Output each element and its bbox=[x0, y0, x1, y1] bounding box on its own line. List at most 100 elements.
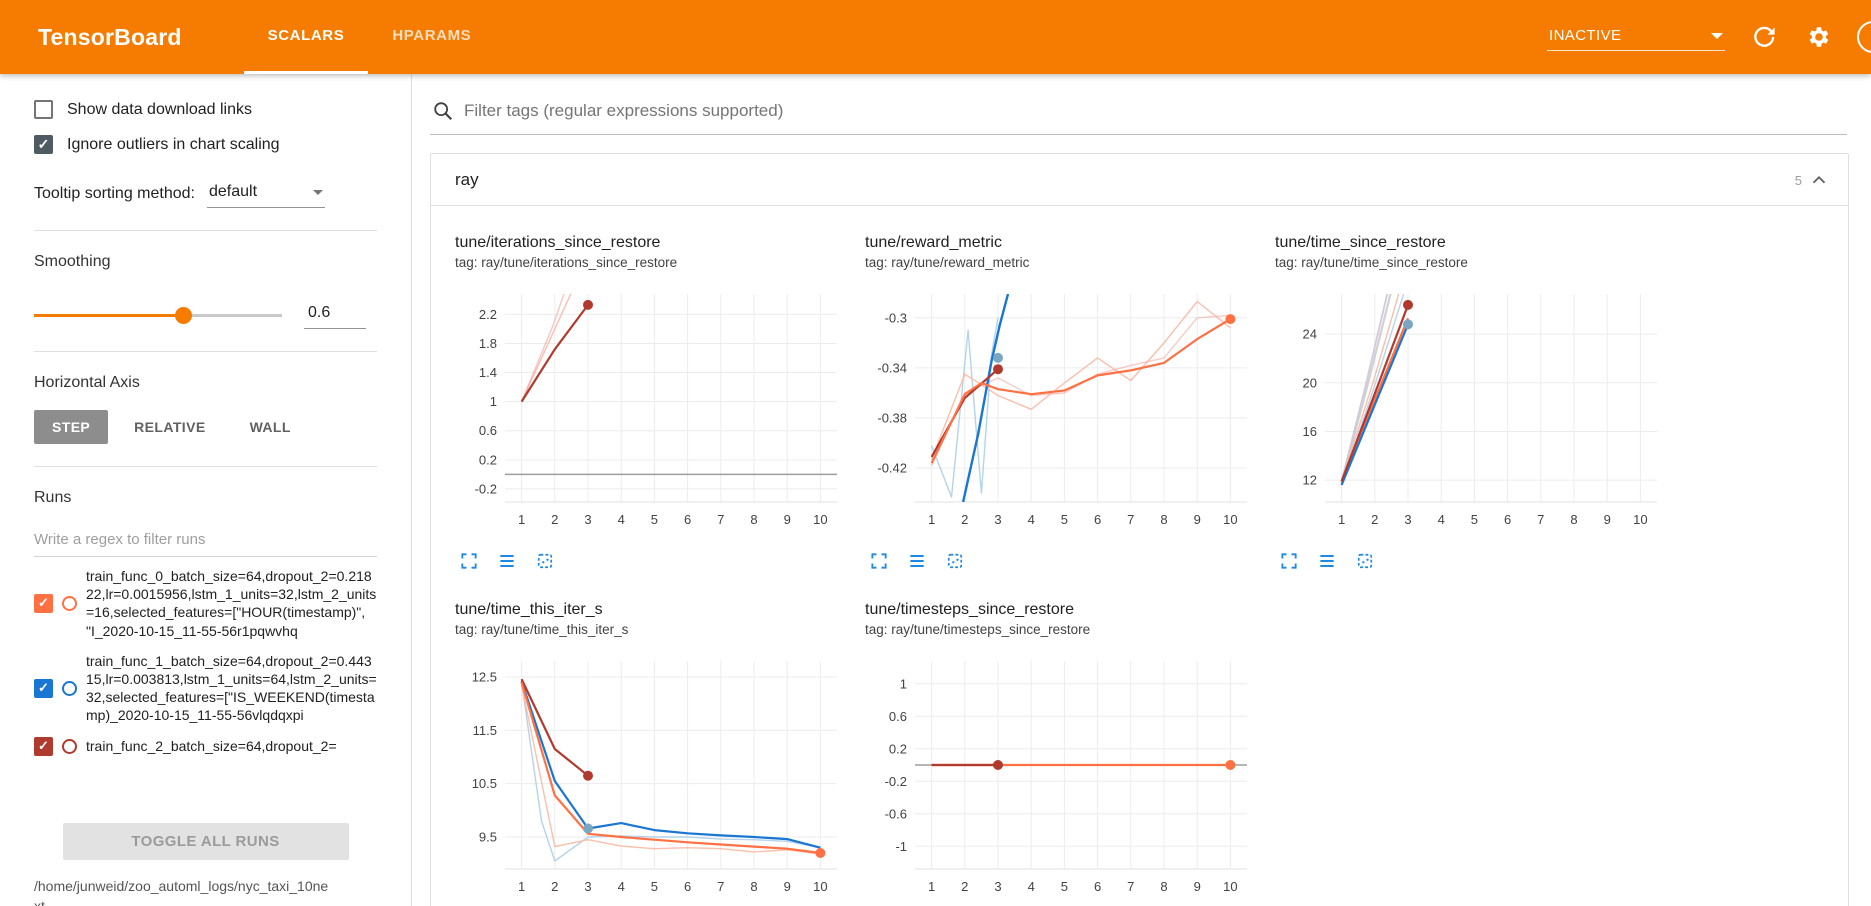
show-download-links-checkbox[interactable] bbox=[34, 100, 53, 119]
ignore-outliers-row[interactable]: ✓ Ignore outliers in chart scaling bbox=[34, 135, 377, 154]
run-radio[interactable] bbox=[62, 680, 77, 696]
tab-scalars[interactable]: SCALARS bbox=[243, 0, 369, 74]
run-checkbox[interactable]: ✓ bbox=[34, 678, 53, 698]
svg-text:12: 12 bbox=[1303, 473, 1317, 488]
svg-text:2: 2 bbox=[551, 512, 558, 527]
content: Show data download links ✓ Ignore outlie… bbox=[0, 74, 1871, 906]
haxis-relative-button[interactable]: RELATIVE bbox=[134, 419, 206, 435]
chart-plot[interactable]: 1 2 3 4 5 6 7 8 9 10 -0.2 0.2 0.6 1 1.4 1.8 2.2 bbox=[455, 284, 855, 541]
show-download-links-label: Show data download links bbox=[67, 100, 253, 118]
chart-tag: tag: ray/tune/time_this_iter_s bbox=[455, 622, 629, 637]
svg-text:8: 8 bbox=[1570, 512, 1577, 527]
tab-hparams[interactable]: HPARAMS bbox=[392, 27, 472, 44]
svg-text:1: 1 bbox=[518, 879, 525, 894]
settings-gear-icon[interactable] bbox=[1803, 22, 1833, 52]
run-name: train_func_0_batch_size=64,dropout_2=0.2… bbox=[86, 568, 377, 639]
svg-text:7: 7 bbox=[1127, 879, 1134, 894]
run-checkbox[interactable]: ✓ bbox=[34, 593, 53, 613]
chart-canvas[interactable]: 1 2 3 4 5 6 7 8 9 10 -0.2 0.2 0.6 1 1.4 1.8 2.2 bbox=[455, 284, 849, 536]
chart-toolbar bbox=[865, 551, 1265, 571]
fit-domain-icon[interactable] bbox=[945, 551, 965, 571]
chart-card: tune/timesteps_since_restore tag: ray/tun… bbox=[865, 601, 1265, 906]
fit-domain-icon[interactable] bbox=[535, 551, 555, 571]
runs-list: ✓ train_func_0_batch_size=64,dropout_2=0.… bbox=[34, 567, 377, 815]
chart-plot[interactable]: 1 2 3 4 5 6 7 8 9 10 12 16 20 24 bbox=[1275, 284, 1675, 541]
chart-title: tune/time_since_restore bbox=[1275, 234, 1446, 251]
svg-text:-0.6: -0.6 bbox=[885, 806, 907, 821]
svg-text:-0.2: -0.2 bbox=[475, 481, 497, 496]
svg-text:3: 3 bbox=[994, 879, 1001, 894]
run-checkbox[interactable]: ✓ bbox=[34, 736, 53, 756]
svg-text:1: 1 bbox=[928, 879, 935, 894]
filter-tags-input[interactable] bbox=[464, 101, 1845, 121]
search-icon bbox=[432, 100, 454, 122]
svg-text:2.2: 2.2 bbox=[479, 307, 497, 322]
expand-chart-icon[interactable] bbox=[459, 551, 479, 571]
chart-title: tune/timesteps_since_restore bbox=[865, 601, 1074, 618]
runs-selector-icon[interactable] bbox=[907, 551, 927, 571]
chart-plot[interactable]: 1 2 3 4 5 6 7 8 9 10 9.5 10.5 11.5 12.5 bbox=[455, 651, 855, 906]
chart-canvas[interactable]: 1 2 3 4 5 6 7 8 9 10 -1 -0.6 -0.2 0.2 0.6 1 bbox=[865, 651, 1259, 903]
tooltip-sorting-dropdown[interactable]: default bbox=[206, 180, 325, 208]
svg-text:2: 2 bbox=[1371, 512, 1378, 527]
svg-text:-0.38: -0.38 bbox=[877, 411, 907, 426]
chart-canvas[interactable]: 1 2 3 4 5 6 7 8 9 10 9.5 10.5 11.5 12.5 bbox=[455, 651, 849, 903]
svg-text:1.4: 1.4 bbox=[479, 365, 497, 380]
runs-selector-icon[interactable] bbox=[1317, 551, 1337, 571]
chart-plot[interactable]: 1 2 3 4 5 6 7 8 9 10 -1 -0.6 -0.2 0.2 0.6 1 bbox=[865, 651, 1265, 906]
svg-text:5: 5 bbox=[1061, 879, 1068, 894]
expand-chart-icon[interactable] bbox=[1279, 551, 1299, 571]
status-dropdown[interactable]: INACTIVE bbox=[1547, 23, 1725, 51]
svg-text:5: 5 bbox=[651, 512, 658, 527]
svg-text:9: 9 bbox=[1194, 879, 1201, 894]
refresh-icon[interactable] bbox=[1749, 22, 1779, 52]
svg-text:10: 10 bbox=[813, 512, 827, 527]
svg-text:10: 10 bbox=[1223, 879, 1237, 894]
svg-text:10: 10 bbox=[813, 879, 827, 894]
chart-card: tune/time_this_iter_s tag: ray/tune/time_… bbox=[455, 601, 855, 906]
svg-text:10: 10 bbox=[1633, 512, 1647, 527]
haxis-wall-button[interactable]: WALL bbox=[249, 419, 291, 435]
chevron-up-icon[interactable] bbox=[1808, 169, 1830, 191]
run-radio[interactable] bbox=[62, 595, 77, 611]
svg-text:2: 2 bbox=[961, 879, 968, 894]
chart-title: tune/iterations_since_restore bbox=[455, 234, 661, 251]
fit-domain-icon[interactable] bbox=[1355, 551, 1375, 571]
svg-text:2: 2 bbox=[551, 879, 558, 894]
smoothing-value[interactable]: 0.6 bbox=[304, 301, 366, 329]
run-item: ✓ train_func_0_batch_size=64,dropout_2=0.… bbox=[34, 567, 377, 640]
divider bbox=[34, 466, 377, 467]
chart-card: tune/time_since_restore tag: ray/tune/tim… bbox=[1275, 234, 1675, 571]
svg-text:10: 10 bbox=[1223, 512, 1237, 527]
run-radio[interactable] bbox=[62, 738, 77, 754]
tag-group-header[interactable]: ray 5 bbox=[431, 154, 1848, 206]
chart-plot[interactable]: 1 2 3 4 5 6 7 8 9 10 -0.42 -0.38 -0.34 -0.3 bbox=[865, 284, 1265, 541]
header-tabs: SCALARS HPARAMS bbox=[243, 0, 496, 74]
smoothing-slider-thumb[interactable] bbox=[174, 306, 192, 324]
svg-text:5: 5 bbox=[1061, 512, 1068, 527]
run-item: ✓ train_func_1_batch_size=64,dropout_2=0.… bbox=[34, 652, 377, 725]
svg-text:0.6: 0.6 bbox=[479, 423, 497, 438]
runs-label: Runs bbox=[34, 489, 72, 506]
haxis-step-button[interactable]: STEP bbox=[34, 410, 109, 444]
ignore-outliers-checkbox[interactable]: ✓ bbox=[34, 135, 53, 154]
runs-selector-icon[interactable] bbox=[497, 551, 517, 571]
run-name: train_func_2_batch_size=64,dropout_2= bbox=[86, 737, 337, 754]
svg-text:0.6: 0.6 bbox=[889, 709, 907, 724]
svg-text:8: 8 bbox=[1160, 879, 1167, 894]
show-download-links-row[interactable]: Show data download links bbox=[34, 100, 377, 119]
tooltip-sorting-label: Tooltip sorting method: bbox=[34, 185, 195, 202]
svg-text:9: 9 bbox=[784, 512, 791, 527]
runs-filter-input[interactable] bbox=[34, 525, 377, 557]
expand-chart-icon[interactable] bbox=[869, 551, 889, 571]
toggle-all-runs-button[interactable]: TOGGLE ALL RUNS bbox=[62, 823, 349, 860]
svg-text:4: 4 bbox=[618, 879, 625, 894]
smoothing-slider[interactable] bbox=[34, 306, 282, 324]
svg-text:1: 1 bbox=[928, 512, 935, 527]
help-icon[interactable] bbox=[1857, 21, 1871, 53]
svg-text:9.5: 9.5 bbox=[479, 830, 497, 845]
chart-canvas[interactable]: 1 2 3 4 5 6 7 8 9 10 -0.42 -0.38 -0.34 -0.3 bbox=[865, 284, 1259, 536]
chart-title: tune/reward_metric bbox=[865, 234, 1002, 251]
svg-text:4: 4 bbox=[1438, 512, 1445, 527]
